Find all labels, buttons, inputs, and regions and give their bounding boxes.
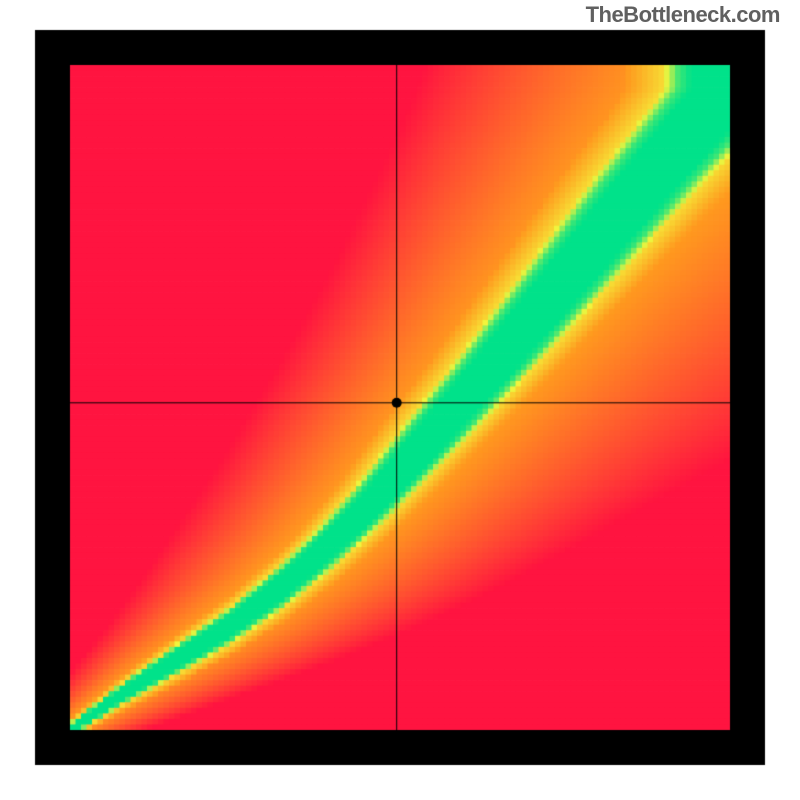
heatmap-canvas <box>0 0 800 800</box>
chart-container: TheBottleneck.com <box>0 0 800 800</box>
watermark-text: TheBottleneck.com <box>586 2 780 28</box>
